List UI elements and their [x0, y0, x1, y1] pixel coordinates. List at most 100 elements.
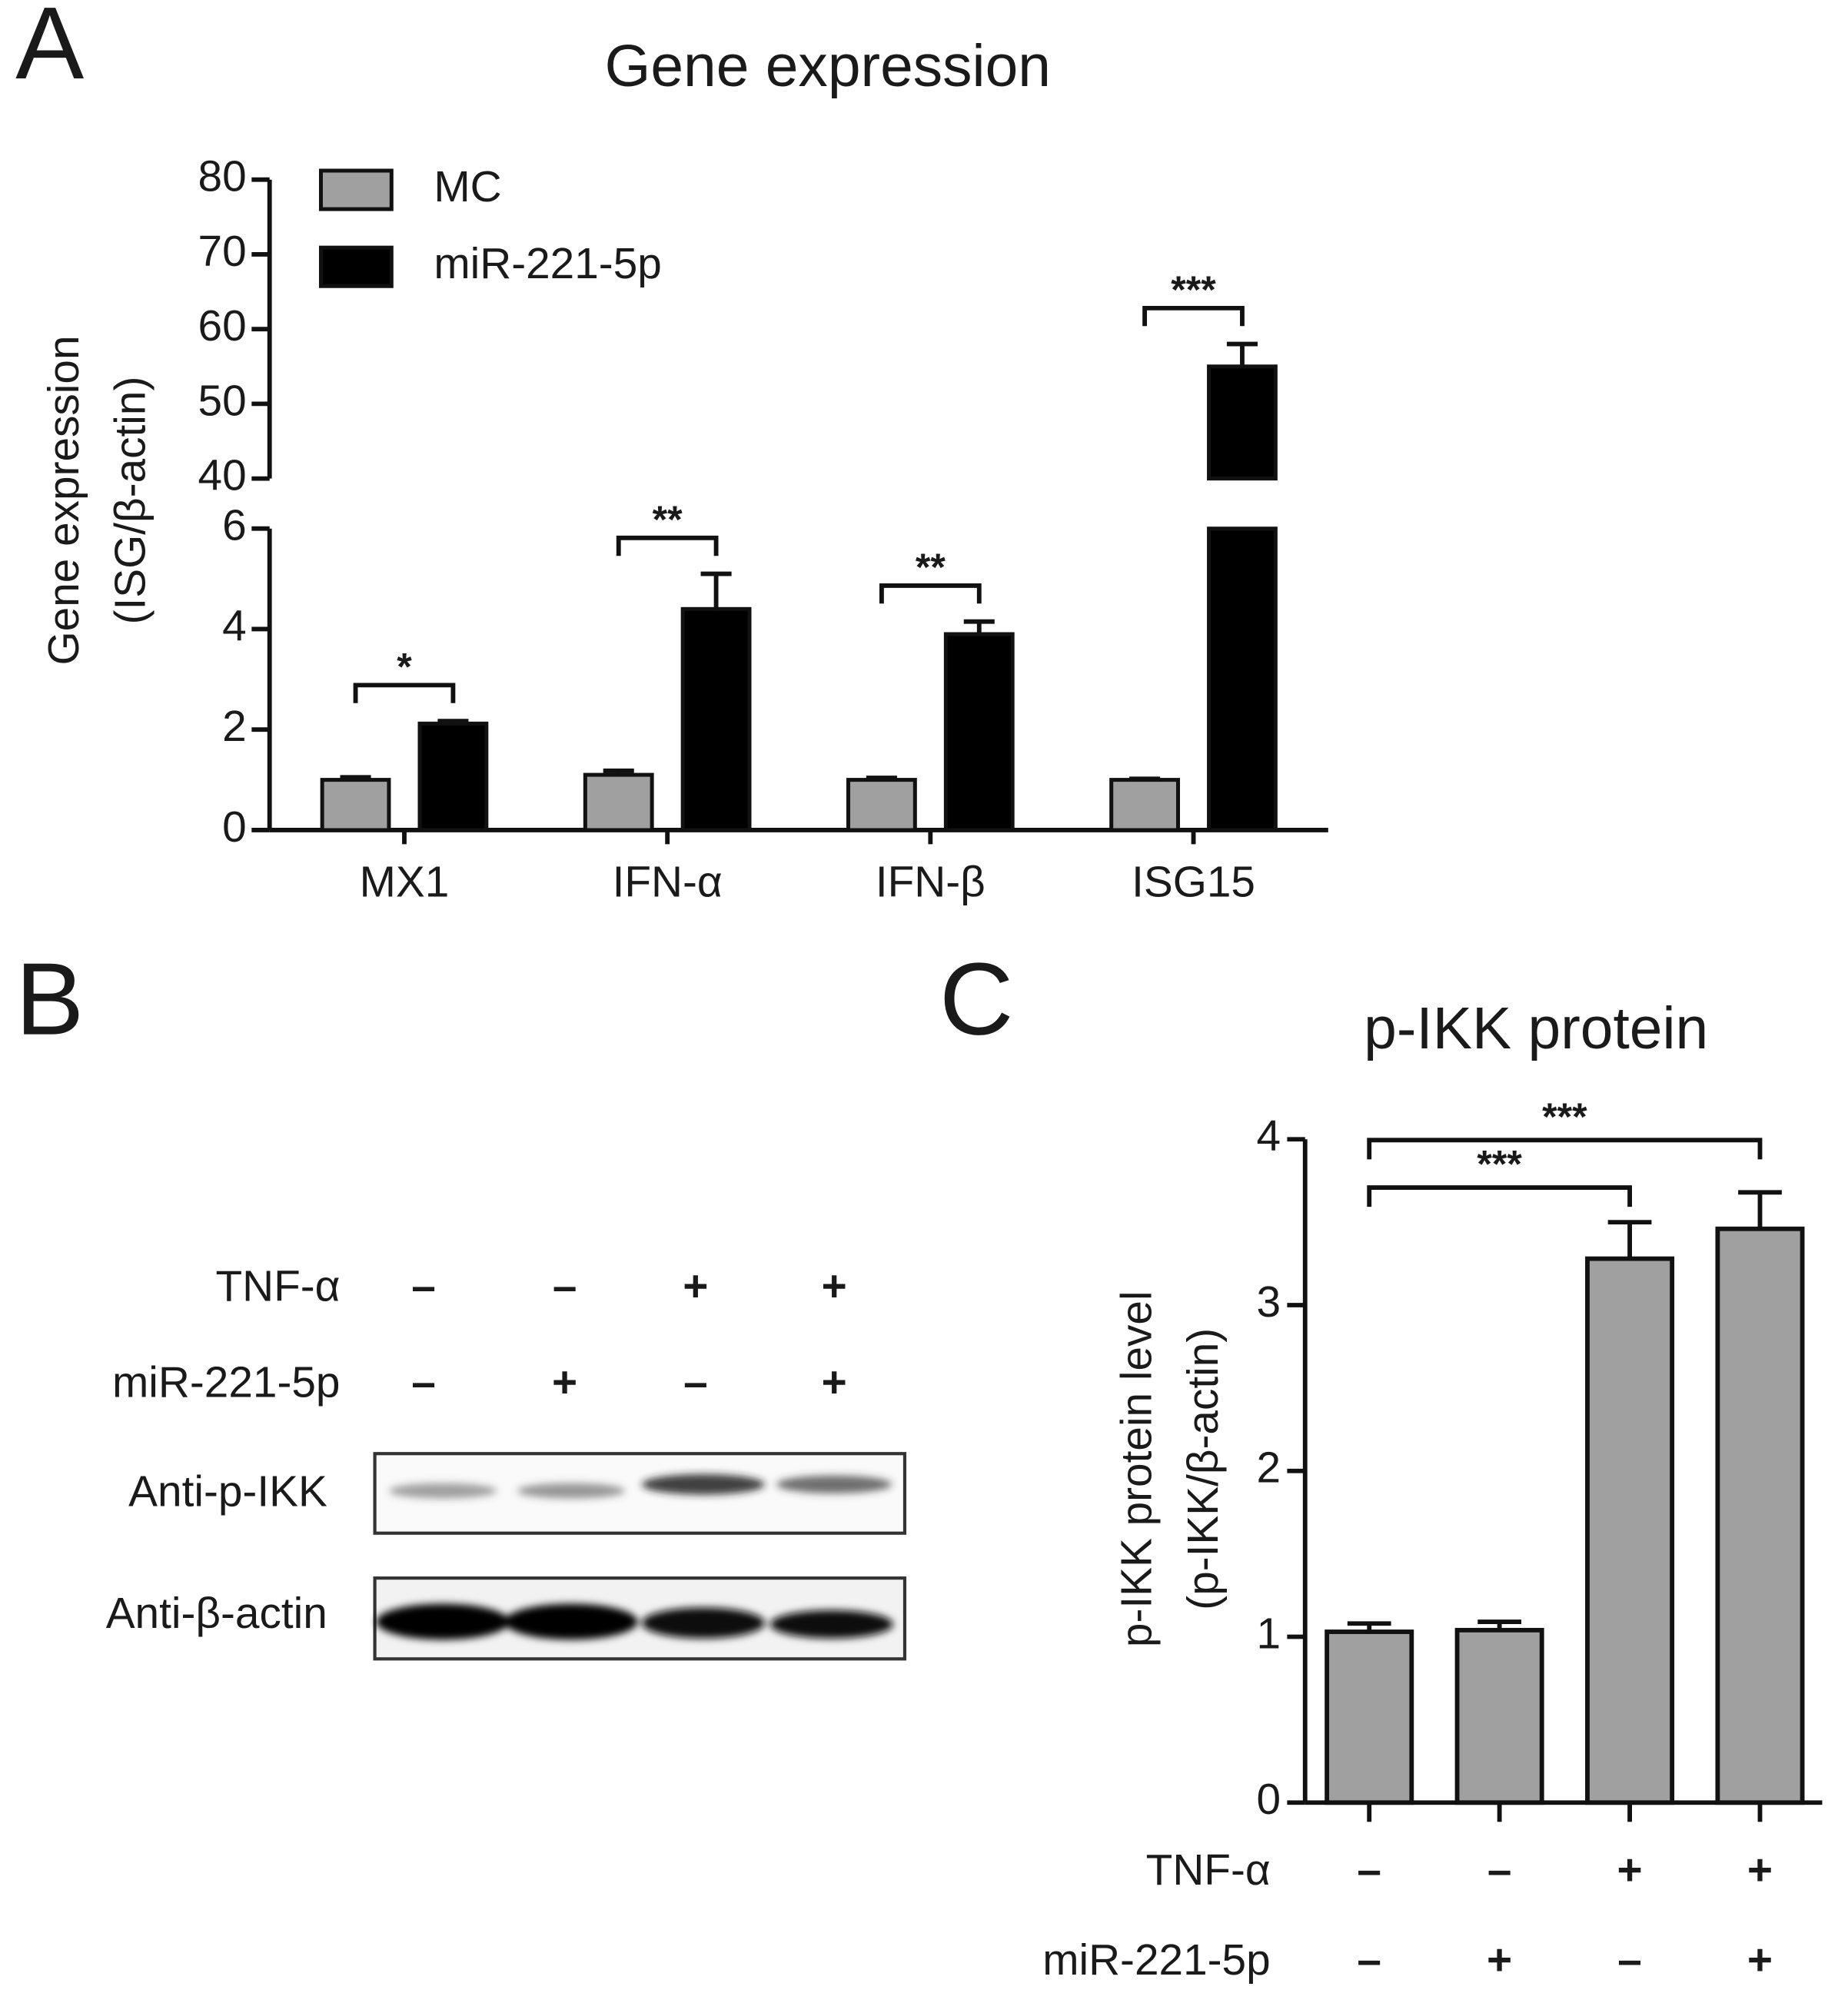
condition-sign: + — [552, 1359, 577, 1407]
blot-row-label: Anti-p-IKK — [128, 1468, 327, 1516]
error-bar — [1738, 1190, 1782, 1229]
error-bar — [963, 619, 995, 635]
band — [776, 1475, 892, 1493]
y-tick-label: 80 — [198, 153, 247, 201]
condition-label: TNF-α — [215, 1263, 340, 1311]
panel-label: A — [15, 0, 84, 101]
significance-label: * — [397, 646, 412, 689]
bar — [1454, 1627, 1544, 1805]
significance-bracket — [1367, 1138, 1763, 1160]
panel-label: B — [15, 942, 84, 1057]
error-bar — [866, 776, 897, 780]
y-tick-label: 2 — [1256, 1444, 1281, 1493]
legend-swatch — [318, 245, 394, 288]
error-bar — [1347, 1621, 1391, 1633]
band — [388, 1483, 497, 1499]
y-tick-label: 2 — [222, 703, 247, 751]
y-axis-label: p-IKK protein level — [1112, 1291, 1161, 1647]
error-bar — [1607, 1220, 1652, 1259]
legend-label: miR-221-5p — [434, 240, 661, 288]
bar — [320, 778, 391, 832]
bar — [1207, 364, 1278, 481]
error-bar — [340, 775, 371, 780]
band — [641, 1607, 766, 1639]
bar — [943, 632, 1015, 832]
blot-row-label: Anti-β-actin — [106, 1589, 327, 1638]
significance-bracket — [1142, 305, 1245, 327]
band — [769, 1609, 893, 1639]
y-tick-label: 0 — [222, 803, 247, 852]
condition-label: miR-221-5p — [1042, 1936, 1270, 1985]
y-tick-label: 60 — [198, 302, 247, 350]
band — [517, 1483, 626, 1499]
significance-label: *** — [1477, 1143, 1522, 1186]
band — [376, 1603, 510, 1640]
y-tick-label: 50 — [198, 377, 247, 425]
significance-bracket — [879, 583, 982, 604]
condition-sign: + — [1487, 1936, 1512, 1985]
x-tick-label: ISG15 — [1132, 859, 1255, 907]
condition-sign: – — [553, 1263, 577, 1311]
y-tick-label: 6 — [222, 502, 247, 550]
error-bar — [1477, 1619, 1522, 1630]
x-tick-label: IFN-α — [613, 859, 723, 907]
error-bar — [437, 719, 469, 724]
error-bar — [603, 768, 634, 776]
y-tick-label: 4 — [222, 602, 247, 650]
condition-sign: + — [822, 1359, 847, 1407]
condition-sign: – — [683, 1359, 708, 1407]
y-tick-label: 0 — [1256, 1775, 1281, 1824]
condition-sign: – — [1487, 1846, 1512, 1895]
bar — [680, 606, 752, 832]
significance-bracket — [1367, 1185, 1632, 1207]
y-tick-label: 70 — [198, 228, 247, 276]
bar — [1325, 1629, 1414, 1805]
y-tick-label: 3 — [1256, 1278, 1281, 1327]
condition-sign: + — [1747, 1936, 1773, 1985]
bar — [1585, 1256, 1675, 1805]
y-tick-label: 1 — [1256, 1609, 1281, 1658]
bands — [376, 1473, 893, 1640]
y-tick-label: 40 — [198, 452, 247, 500]
error-bar — [1226, 341, 1258, 367]
x-tick-label: MX1 — [360, 859, 450, 907]
significance-bracket — [353, 683, 456, 703]
significance-label: ** — [653, 498, 683, 541]
condition-sign: + — [683, 1263, 708, 1311]
y-tick-label: 4 — [1256, 1112, 1281, 1161]
significance-label: *** — [1171, 268, 1216, 311]
band — [641, 1473, 766, 1495]
error-bar — [700, 571, 732, 610]
bar — [1715, 1226, 1805, 1805]
condition-sign: – — [411, 1359, 436, 1407]
band — [504, 1603, 638, 1640]
x-tick-label: IFN-β — [876, 859, 985, 907]
chart-title: p-IKK protein — [1364, 995, 1708, 1061]
chart-title: Gene expression — [605, 33, 1051, 99]
bar — [846, 778, 917, 832]
condition-sign: – — [1357, 1936, 1381, 1985]
bar — [1207, 527, 1278, 832]
bar — [417, 721, 489, 832]
y-axis-label: (p-IKK/β-actin) — [1179, 1328, 1228, 1610]
significance-bracket — [616, 535, 719, 556]
significance-label: *** — [1542, 1095, 1587, 1138]
condition-label: miR-221-5p — [112, 1359, 340, 1407]
panel-label: C — [939, 942, 1013, 1057]
y-axis-label: (ISG/β-actin) — [107, 377, 155, 625]
condition-sign: – — [1617, 1936, 1642, 1985]
condition-sign: + — [1747, 1846, 1773, 1895]
condition-sign: + — [822, 1263, 847, 1311]
condition-label: TNF-α — [1146, 1846, 1271, 1895]
condition-sign: – — [1357, 1846, 1381, 1895]
condition-sign: – — [411, 1263, 436, 1311]
legend-label: MC — [434, 163, 501, 211]
y-axis-label: Gene expression — [40, 335, 88, 665]
significance-label: ** — [916, 546, 946, 589]
condition-sign: + — [1617, 1846, 1642, 1895]
bar — [583, 772, 654, 832]
blot: Anti-p-IKK Anti-β-actin — [106, 1452, 907, 1661]
legend-swatch — [318, 168, 394, 211]
